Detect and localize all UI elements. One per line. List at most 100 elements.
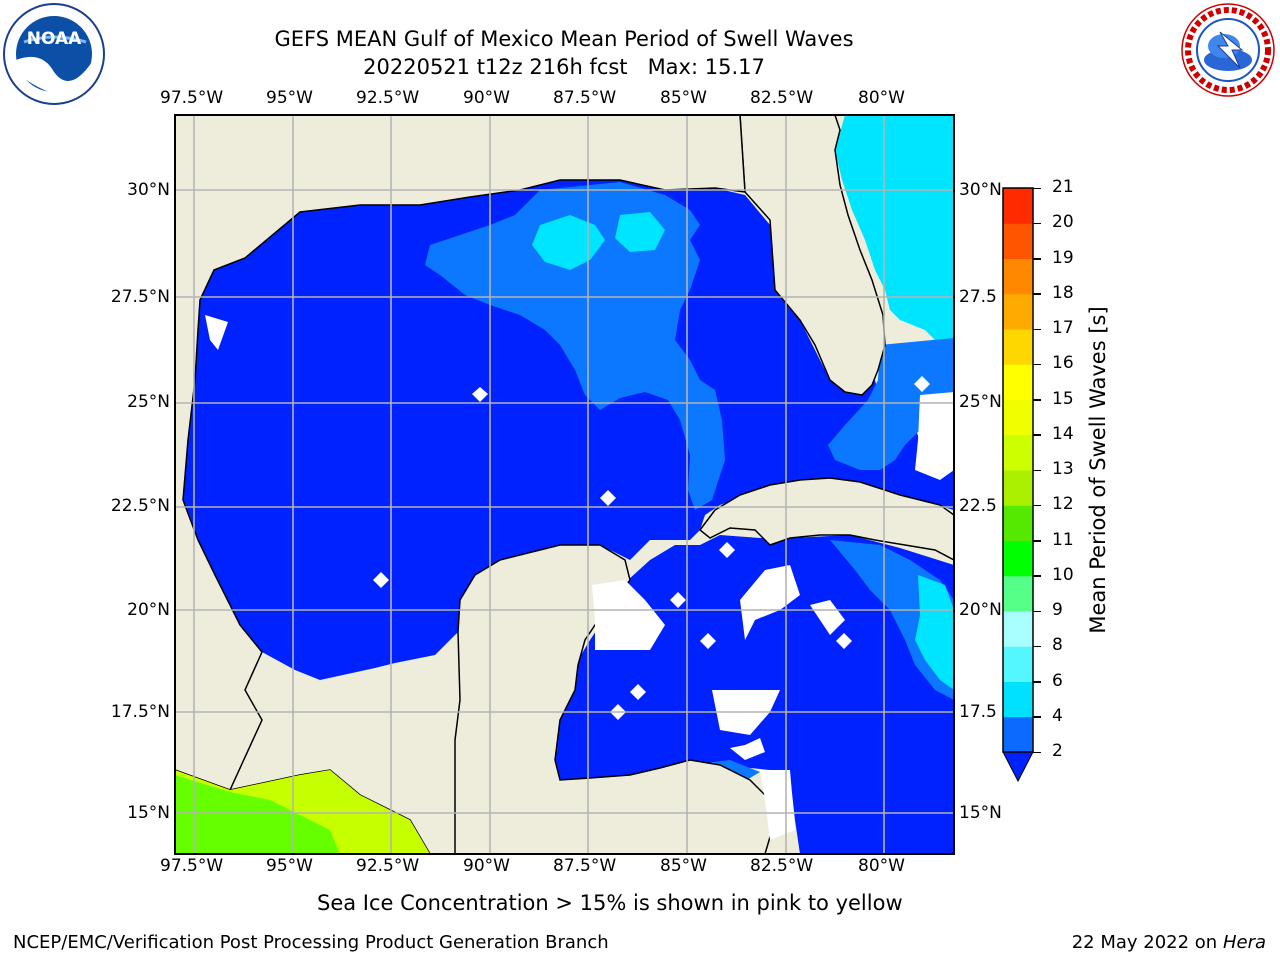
- swell-11-12-pacific: [175, 775, 340, 854]
- colorbar-tick-mark: [1033, 575, 1041, 577]
- lon-label: 97.5°W: [160, 856, 224, 876]
- colorbar: [1002, 187, 1034, 783]
- colorbar-tick-mark: [1033, 363, 1041, 366]
- lat-label: 27.5: [959, 287, 997, 307]
- colorbar-tick-mark: [1033, 504, 1041, 507]
- lat-label: 20°N: [959, 600, 1002, 620]
- colorbar-tick-mark: [1033, 258, 1041, 260]
- lat-label: 20°N: [127, 600, 170, 620]
- colorbar-band: [1003, 611, 1033, 647]
- colorbar-tick-mark: [1033, 222, 1041, 225]
- lon-label: 92.5°W: [356, 856, 420, 876]
- colorbar-tick-label: 19: [1052, 247, 1074, 268]
- lon-label: 90°W: [463, 856, 510, 876]
- lon-label: 85°W: [660, 856, 707, 876]
- lon-label: 92.5°W: [356, 88, 420, 108]
- colorbar-tick-label: 10: [1052, 564, 1074, 585]
- cuba-land: [698, 477, 954, 561]
- colorbar-bands: [1003, 188, 1033, 753]
- lat-label: 25°N: [959, 392, 1002, 412]
- lon-label: 80°W: [858, 88, 905, 108]
- colorbar-tick-label: 4: [1052, 705, 1063, 726]
- lon-label: 95°W: [266, 856, 313, 876]
- machine-name: Hera: [1222, 932, 1266, 953]
- colorbar-band: [1003, 223, 1033, 259]
- colorbar-tick-mark: [1033, 187, 1041, 189]
- gulf-ocean: [183, 180, 954, 680]
- lon-label: 90°W: [463, 88, 510, 108]
- swell-4-6-east-caribbean: [915, 575, 954, 690]
- bahamas-water: [828, 338, 954, 470]
- colorbar-band: [1003, 505, 1033, 541]
- colorbar-band: [1003, 716, 1033, 753]
- colorbar-tick-label: 13: [1052, 459, 1074, 479]
- colorbar-band: [1003, 646, 1033, 682]
- colorbar-tick-label: 15: [1052, 388, 1074, 409]
- colorbar-tick-label: 16: [1052, 353, 1074, 374]
- chart-subtitle: 20220521 t12z 216h fcst Max: 15.17: [363, 55, 765, 79]
- colorbar-tick-mark: [1033, 540, 1041, 542]
- date-text: 22 May 2022 on: [1071, 932, 1218, 953]
- colorbar-label-text: Mean Period of Swell Waves [s]: [1086, 306, 1110, 634]
- colorbar-band: [1003, 575, 1033, 612]
- colorbar-tick-label: 21: [1052, 177, 1074, 197]
- chart-title: GEFS MEAN Gulf of Mexico Mean Period of …: [274, 27, 854, 51]
- lon-label: 85°W: [660, 88, 707, 108]
- colorbar-tick-mark: [1033, 681, 1041, 683]
- colorbar-tick-mark: [1033, 716, 1041, 718]
- swell-2-4-north: [425, 182, 725, 510]
- lat-label: 15°N: [959, 803, 1002, 823]
- colorbar-tick-mark: [1033, 610, 1041, 612]
- colorbar-band: [1003, 188, 1033, 224]
- colorbar-tick-label: 11: [1052, 529, 1074, 550]
- colorbar-band: [1003, 434, 1033, 471]
- date-credit: 22 May 2022 on Hera: [1072, 932, 1266, 953]
- colorbar-tick-mark: [1033, 328, 1041, 330]
- nws-logo: [1180, 2, 1276, 98]
- colorbar-tick-label: 14: [1052, 423, 1074, 444]
- colorbar-band: [1003, 293, 1033, 330]
- lon-label: 87.5°W: [553, 856, 617, 876]
- sea-ice-note-text: Sea Ice Concentration > 15% is shown in …: [317, 891, 903, 915]
- colorbar-tick-mark: [1033, 293, 1041, 295]
- gulf-map: [174, 114, 955, 855]
- branch-credit: NCEP/EMC/Verification Post Processing Pr…: [13, 932, 609, 953]
- lon-label: 87.5°W: [553, 88, 617, 108]
- colorbar-band: [1003, 258, 1033, 295]
- lat-label: 22.5: [959, 496, 997, 516]
- lat-label: 22.5°N: [110, 496, 170, 516]
- colorbar-tick-label: 12: [1052, 494, 1074, 515]
- colorbar-tick-label: 18: [1052, 282, 1074, 303]
- florida-land: [739, 115, 886, 396]
- lon-label: 95°W: [266, 88, 313, 108]
- swell-4-6-north: [532, 215, 605, 270]
- lon-label: 97.5°W: [160, 88, 224, 108]
- lon-label: 82.5°W: [750, 856, 814, 876]
- colorbar-tick-label: 8: [1052, 635, 1063, 656]
- lat-label: 17.5°N: [110, 702, 170, 722]
- colorbar-band: [1003, 329, 1033, 365]
- gridlines: [175, 115, 954, 854]
- colorbar-band: [1003, 399, 1033, 436]
- colorbar-extend-arrow: [1002, 751, 1034, 783]
- colorbar-tick-label: 17: [1052, 318, 1074, 338]
- colorbar-tick-mark: [1033, 434, 1041, 436]
- colorbar-tick-mark: [1033, 469, 1041, 471]
- svg-text:NOAA: NOAA: [27, 29, 82, 49]
- colorbar-band: [1003, 470, 1033, 506]
- swell-4-6-north: [615, 212, 665, 252]
- colorbar-band: [1003, 540, 1033, 577]
- map-frame: [174, 114, 955, 855]
- colorbar-tick-mark: [1033, 645, 1041, 648]
- colorbar-tick-mark: [1033, 751, 1041, 753]
- colorbar-band: [1003, 681, 1033, 718]
- lat-label: 15°N: [127, 803, 170, 823]
- colorbar-tick-mark: [1033, 399, 1041, 401]
- lat-label: 27.5°N: [110, 287, 170, 307]
- lat-label: 30°N: [959, 180, 1002, 200]
- colorbar-tick-label: 9: [1052, 600, 1063, 620]
- noaa-logo: NOAA: [2, 2, 106, 106]
- lon-label: 82.5°W: [750, 88, 814, 108]
- colorbar-tick-label: 6: [1052, 670, 1063, 691]
- lat-label: 30°N: [127, 180, 170, 200]
